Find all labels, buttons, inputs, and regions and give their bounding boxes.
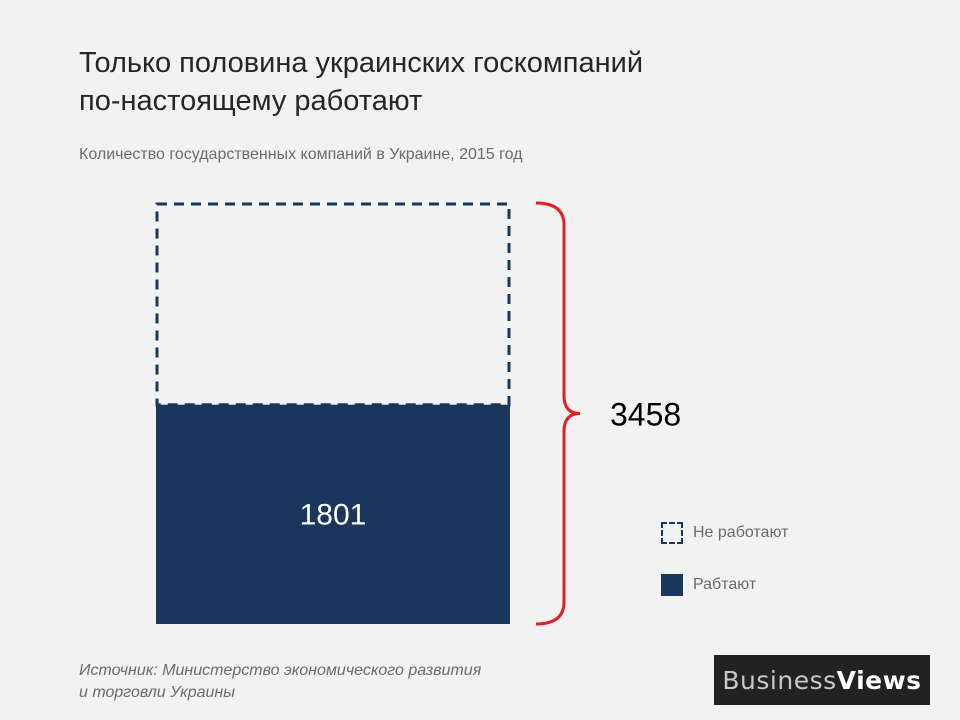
bar-value-label-working: 1801 xyxy=(300,498,367,531)
legend-label-not-working: Не работают xyxy=(693,524,789,541)
legend-label-working: Рабтают xyxy=(693,576,757,593)
bar-segment-working xyxy=(156,404,510,624)
chart-title-line-1: Только половина украинских госкомпаний xyxy=(79,47,644,79)
source-line-1: Источник: Министерство экономического ра… xyxy=(79,662,482,679)
bar-segment-not-working xyxy=(155,202,511,407)
source-note: Источник: Министерство экономического ра… xyxy=(79,660,481,704)
legend-swatch-dashed-icon xyxy=(661,522,683,544)
total-brace-icon xyxy=(535,201,581,626)
chart-title: Только половина украинских госкомпаний п… xyxy=(79,44,839,120)
chart-subtitle: Количество государственных компаний в Ук… xyxy=(79,146,523,163)
businessviews-logo: Business Views xyxy=(714,655,930,705)
legend-item-not-working: Не работают xyxy=(661,522,788,544)
logo-word-business: Business xyxy=(722,665,837,695)
total-value-label: 3458 xyxy=(610,397,681,433)
chart-title-line-2: по-настоящему работают xyxy=(79,85,423,117)
legend-item-working: Рабтают xyxy=(661,574,756,596)
legend-swatch-solid-icon xyxy=(661,574,683,596)
logo-word-views: Views xyxy=(836,665,922,695)
source-line-2: и торговли Украины xyxy=(79,684,235,701)
